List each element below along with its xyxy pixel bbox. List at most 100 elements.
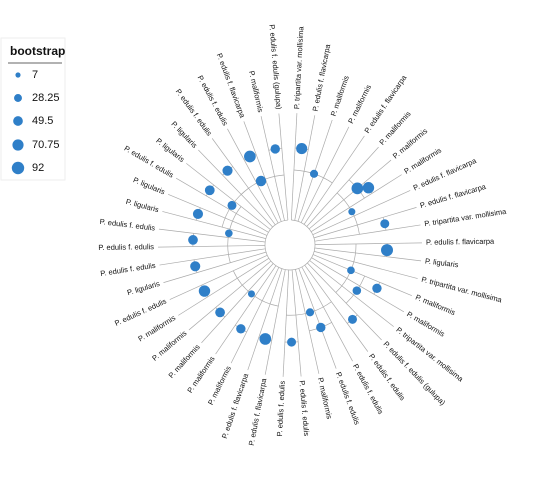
bootstrap-dot: [204, 185, 215, 196]
bootstrap-dot: [362, 182, 375, 194]
branch: [312, 190, 411, 235]
legend-dot: [13, 116, 23, 126]
legend-label: 28.25: [32, 92, 60, 104]
bootstrap-dot: [244, 150, 256, 163]
branch: [312, 254, 413, 296]
branch: [188, 260, 272, 331]
branch: [230, 267, 280, 364]
tree: P. tripartita var. mollisima P. edulis f.…: [98, 24, 507, 446]
tip-label: P. edulis f. flavicarpa: [426, 237, 495, 247]
bootstrap-dot: [215, 307, 225, 318]
bootstrap-dot: [352, 286, 362, 295]
branch: [260, 116, 285, 221]
bootstrap-dot: [347, 266, 355, 275]
branch: [282, 269, 290, 377]
branch: [314, 224, 421, 242]
tip-label: P. edulis f. edulis: [297, 380, 311, 437]
branch: [159, 248, 266, 266]
branch: [278, 113, 289, 221]
branch: [186, 163, 271, 230]
tip-label: P. edulis f. flavicarpa: [247, 377, 269, 447]
tip-label: P. tripartita var. mollisima: [292, 25, 305, 109]
tip-label: P. ligularis: [425, 256, 460, 269]
branch: [243, 121, 282, 222]
tip-label: P. maliformis: [206, 364, 233, 406]
branch: [294, 115, 316, 221]
branch: [295, 269, 320, 374]
branch: [198, 149, 273, 228]
branch: [310, 174, 402, 232]
tip-label: P. maliformis: [414, 293, 457, 318]
tip-label: P. tripartita var. mollisima: [394, 325, 465, 384]
branch: [178, 258, 270, 316]
tip-label: P. edulis f. edulis: [99, 217, 156, 233]
branch: [309, 260, 394, 327]
branch: [158, 245, 266, 248]
branch: [314, 251, 418, 279]
branch: [158, 228, 266, 243]
branch: [336, 192, 360, 235]
branch: [175, 177, 269, 233]
branch: [232, 270, 279, 307]
branch: [167, 194, 268, 236]
branch: [298, 268, 337, 369]
branch: [162, 211, 266, 239]
branch: [313, 207, 417, 239]
bootstrap-dot: [222, 165, 233, 176]
branch: [303, 135, 365, 225]
branch: [201, 263, 274, 344]
tip-label: P. ligularis: [169, 119, 199, 150]
branch: [306, 146, 379, 227]
branch: [314, 247, 422, 262]
tip-label: P. ligularis: [126, 279, 161, 297]
tip-label: P. edulis f. edulis: [275, 380, 287, 436]
bootstrap-dot: [192, 208, 204, 219]
tip-label: P. edulis f. edulis (gulupa): [382, 339, 448, 407]
tip-label: P. edulis f. edulis (gulupa): [267, 24, 283, 110]
branch: [215, 265, 277, 355]
bootstrap-dot: [287, 337, 297, 347]
bootstrap-dot: [372, 283, 382, 293]
branch: [227, 128, 279, 224]
branch: [247, 268, 283, 371]
bootstrap-dot: [259, 333, 272, 345]
bootstrap-dot: [305, 308, 315, 317]
branch: [304, 264, 369, 352]
branch: [264, 219, 316, 271]
branch: [264, 269, 286, 375]
bootstrap-dot: [380, 219, 390, 229]
tip-label: P. maliformis: [247, 70, 265, 114]
bootstrap-dot: [351, 182, 364, 195]
tip-label: P. edulis f. edulis: [100, 261, 157, 278]
branch: [314, 242, 422, 245]
bootstrap-dot: [270, 144, 280, 154]
legend-dot: [11, 161, 25, 175]
tip-label: P. ligularis: [125, 197, 160, 214]
tip-label: P. tripartita var. mollisima: [424, 207, 508, 229]
legend-label: 49.5: [32, 115, 53, 127]
branch: [308, 159, 392, 230]
bootstrap-dot: [348, 208, 356, 216]
legend-box: [0, 37, 66, 181]
bootstrap-dot: [236, 324, 246, 334]
bootstrap-dot: [227, 200, 237, 210]
tip-label: P. maliformis: [316, 377, 334, 421]
bootstrap-dot: [225, 229, 233, 238]
tip-label: P. edulis f. flavicarpa: [311, 43, 333, 113]
bootstrap-dot: [255, 175, 267, 187]
branch: [301, 266, 353, 362]
bootstrap-dot: [247, 290, 256, 298]
branch: [290, 113, 298, 221]
legend-title: bootstrap: [10, 44, 65, 58]
branch: [211, 138, 276, 226]
legend-label: 92: [32, 162, 44, 174]
tip-label: P. ligularis: [132, 175, 167, 196]
tip-label: P. maliformis: [329, 74, 351, 117]
legend-dot: [14, 94, 22, 102]
branch: [169, 255, 268, 300]
bootstrap-dot: [309, 169, 319, 178]
branch: [300, 126, 350, 223]
branch: [311, 257, 405, 313]
branch: [291, 269, 302, 377]
